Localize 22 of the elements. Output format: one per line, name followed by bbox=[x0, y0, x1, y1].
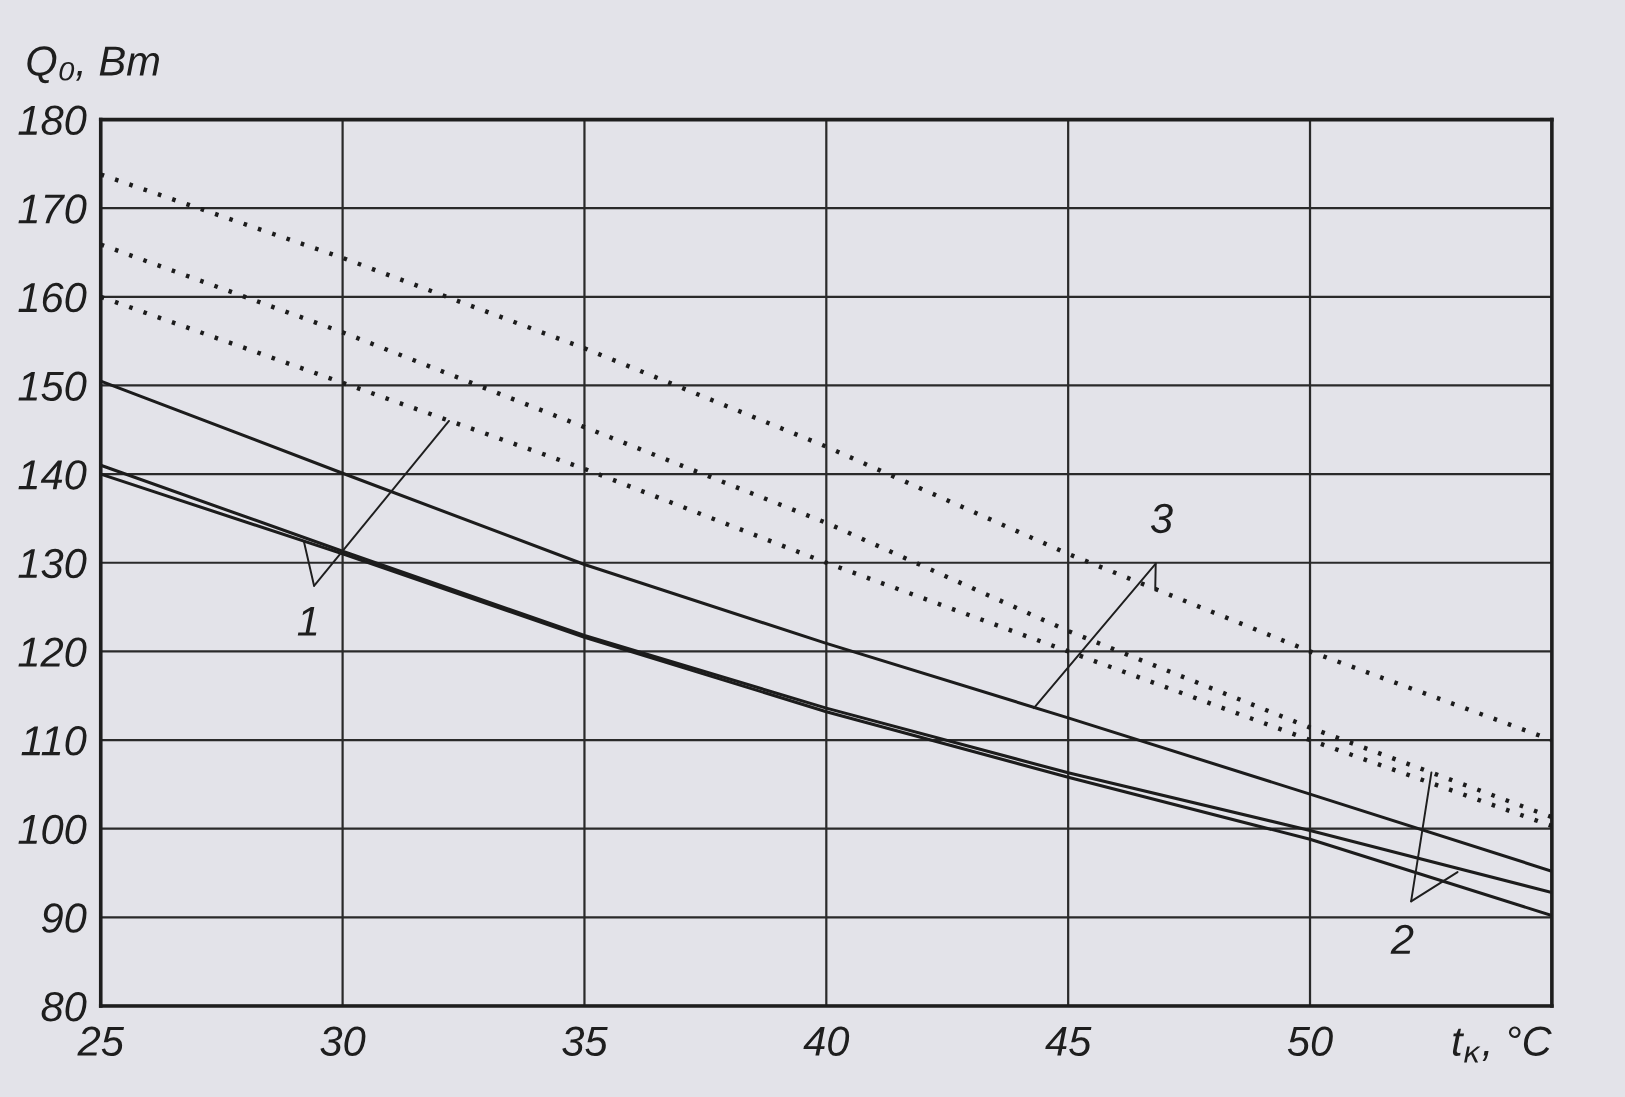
x-axis-title: t$_{к}$, °C bbox=[1452, 1026, 1552, 1063]
annotation: 1 bbox=[297, 606, 317, 636]
y-tick-label: 160 bbox=[18, 282, 87, 313]
y-tick-label: 130 bbox=[18, 548, 87, 579]
y-tick-label: 140 bbox=[18, 460, 87, 490]
x-tick-label: 45 bbox=[1045, 1026, 1092, 1056]
y-tick-label: 170 bbox=[18, 194, 87, 224]
x-tick-label: 50 bbox=[1287, 1026, 1333, 1056]
y-axis-title: Q₀, Вт bbox=[27, 46, 159, 84]
x-tick-label: 30 bbox=[320, 1026, 366, 1056]
annotation: 3 bbox=[1150, 503, 1173, 534]
x-tick-label: 40 bbox=[803, 1026, 850, 1056]
y-tick-label: 180 bbox=[18, 105, 87, 136]
y-tick-label: 80 bbox=[41, 991, 87, 1022]
y-tick-label: 110 bbox=[21, 726, 87, 756]
x-tick-label: 25 bbox=[77, 1026, 125, 1056]
annotation: 2 bbox=[1390, 924, 1414, 954]
y-tick-label: 100 bbox=[18, 814, 87, 845]
y-tick-label: 120 bbox=[18, 637, 87, 667]
y-tick-label: 150 bbox=[18, 371, 87, 401]
y-tick-label: 90 bbox=[41, 903, 87, 933]
x-tick-label: 35 bbox=[562, 1026, 608, 1056]
